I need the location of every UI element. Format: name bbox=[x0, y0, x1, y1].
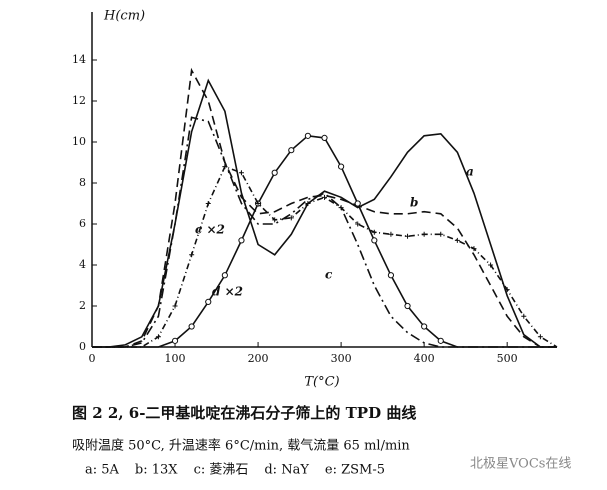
series-line bbox=[92, 67, 557, 348]
marker bbox=[189, 252, 195, 258]
y-tick-label: 0 bbox=[79, 340, 86, 353]
marker bbox=[304, 132, 311, 139]
x-axis-title: T(°C) bbox=[304, 375, 339, 390]
curve-label: c ×2 bbox=[195, 223, 225, 237]
marker bbox=[355, 221, 361, 227]
series-line bbox=[92, 116, 557, 348]
marker bbox=[271, 169, 278, 176]
marker bbox=[338, 205, 344, 211]
marker bbox=[387, 272, 395, 279]
marker bbox=[155, 334, 161, 340]
marker bbox=[205, 201, 211, 206]
marker bbox=[421, 231, 427, 237]
marker bbox=[172, 303, 178, 309]
marker bbox=[371, 229, 377, 235]
x-tick-label: 300 bbox=[331, 352, 352, 365]
x-tick-label: 500 bbox=[497, 352, 518, 365]
marker bbox=[488, 262, 494, 268]
x-tick-label: 200 bbox=[248, 352, 269, 365]
y-tick-label: 6 bbox=[79, 217, 86, 230]
y-tick-label: 10 bbox=[72, 135, 86, 148]
marker bbox=[438, 231, 444, 237]
conditions: 吸附温度 50°C, 升温速率 6°C/min, 载气流量 65 ml/min bbox=[72, 438, 410, 454]
series-line bbox=[92, 165, 558, 348]
x-tick-label: 400 bbox=[414, 352, 435, 365]
curve-label: c bbox=[325, 268, 333, 282]
marker bbox=[338, 163, 345, 170]
y-tick-label: 8 bbox=[79, 176, 86, 189]
marker bbox=[238, 237, 245, 244]
y-tick-label: 12 bbox=[72, 94, 86, 107]
marker bbox=[437, 337, 444, 344]
marker bbox=[371, 237, 378, 244]
marker bbox=[305, 201, 311, 206]
marker bbox=[205, 298, 212, 305]
y-axis-title: H(cm) bbox=[103, 9, 145, 24]
watermark: 北极星VOCs在线 bbox=[470, 457, 571, 472]
marker bbox=[537, 334, 543, 340]
x-tick-label: 0 bbox=[89, 352, 96, 365]
y-tick-label: 2 bbox=[79, 299, 86, 312]
marker bbox=[238, 170, 244, 176]
marker bbox=[321, 134, 328, 141]
marker bbox=[388, 231, 394, 237]
series-line bbox=[92, 78, 557, 348]
marker bbox=[222, 164, 228, 170]
legend-entry: a: 5A bbox=[85, 463, 120, 478]
marker bbox=[471, 246, 477, 252]
marker bbox=[272, 217, 278, 223]
legend-entry: e: ZSM-5 bbox=[325, 463, 385, 478]
marker bbox=[504, 287, 510, 293]
marker bbox=[221, 272, 228, 279]
marker bbox=[322, 194, 327, 200]
marker bbox=[521, 313, 527, 319]
marker bbox=[404, 302, 411, 310]
y-tick-label: 14 bbox=[72, 53, 86, 66]
curve-label: d ×2 bbox=[212, 285, 243, 299]
marker bbox=[288, 215, 294, 221]
y-tick-label: 4 bbox=[79, 258, 86, 271]
marker bbox=[354, 200, 361, 207]
caption: 图 2 2, 6-二甲基吡啶在沸石分子筛上的 TPD 曲线 bbox=[72, 404, 416, 422]
marker bbox=[188, 323, 195, 330]
curve-label: b bbox=[410, 196, 418, 210]
marker bbox=[288, 147, 295, 154]
marker bbox=[255, 201, 261, 206]
marker bbox=[421, 323, 428, 330]
marker bbox=[454, 237, 460, 243]
legend-entry: d: NaY bbox=[264, 463, 309, 478]
marker bbox=[171, 337, 179, 344]
series-line bbox=[92, 134, 557, 348]
legend-entry: c: 菱沸石 bbox=[194, 463, 249, 478]
marker bbox=[405, 233, 411, 239]
curve-label: a bbox=[466, 165, 474, 179]
x-tick-label: 100 bbox=[165, 352, 186, 365]
legend-entry: b: 13X bbox=[135, 463, 178, 478]
